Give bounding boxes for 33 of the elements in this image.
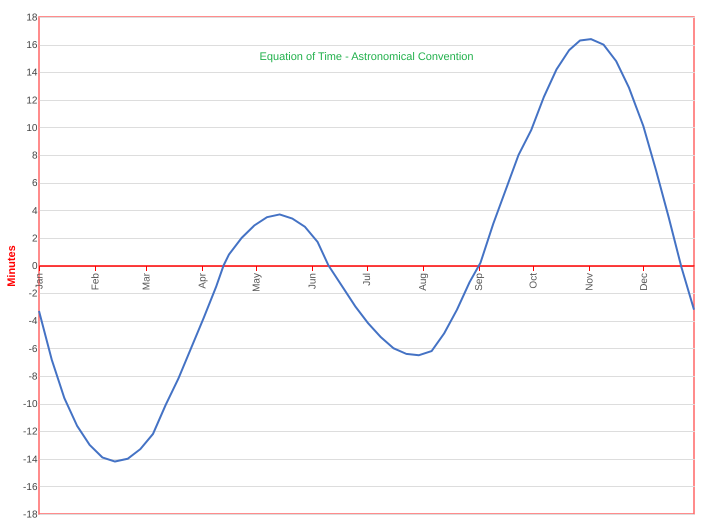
x-tick-label: Aug (418, 273, 430, 291)
y-tick-label: -14 (23, 454, 38, 466)
y-tick-label: 12 (26, 95, 38, 106)
x-tick-label: Jul (362, 273, 373, 286)
x-tick-label: Oct (528, 272, 540, 289)
y-tick-label: -6 (28, 344, 38, 355)
x-tick-label: Dec (638, 273, 650, 291)
x-tick-label: Mar (141, 272, 152, 290)
text: Equation of Time - Astronomical Convention (259, 50, 474, 63)
y-tick-label: 8 (32, 150, 38, 162)
y-tick-label: -4 (28, 316, 38, 328)
y-tick-label: 18 (26, 12, 38, 24)
y-tick-label: 10 (26, 122, 38, 134)
y-tick-label: 2 (32, 233, 38, 244)
y-tick-label: -10 (23, 399, 38, 410)
y-tick-label: -18 (23, 510, 38, 520)
x-tick-label: May (252, 273, 263, 292)
y-tick-label: 4 (32, 206, 38, 217)
y-tick-label: 0 (32, 261, 38, 272)
x-tick-label: Nov (584, 273, 596, 291)
x-tick-label: Jun (308, 273, 319, 290)
y-tick-label: -2 (28, 288, 38, 300)
y-tick-label: 16 (26, 40, 38, 52)
y-tick-label: -12 (23, 426, 38, 438)
x-tick-label: Apr (197, 272, 208, 289)
y-tick-label: -16 (23, 482, 38, 493)
x-tick-label: Sep (474, 272, 486, 291)
y-tick-label: -8 (28, 371, 38, 382)
y-tick-label: 14 (26, 68, 38, 79)
y-tick-label: 6 (32, 178, 38, 190)
y-axis-title: Minutes (6, 245, 18, 287)
x-tick-label: Jan (34, 273, 46, 290)
x-tick-label: Feb (90, 272, 102, 290)
